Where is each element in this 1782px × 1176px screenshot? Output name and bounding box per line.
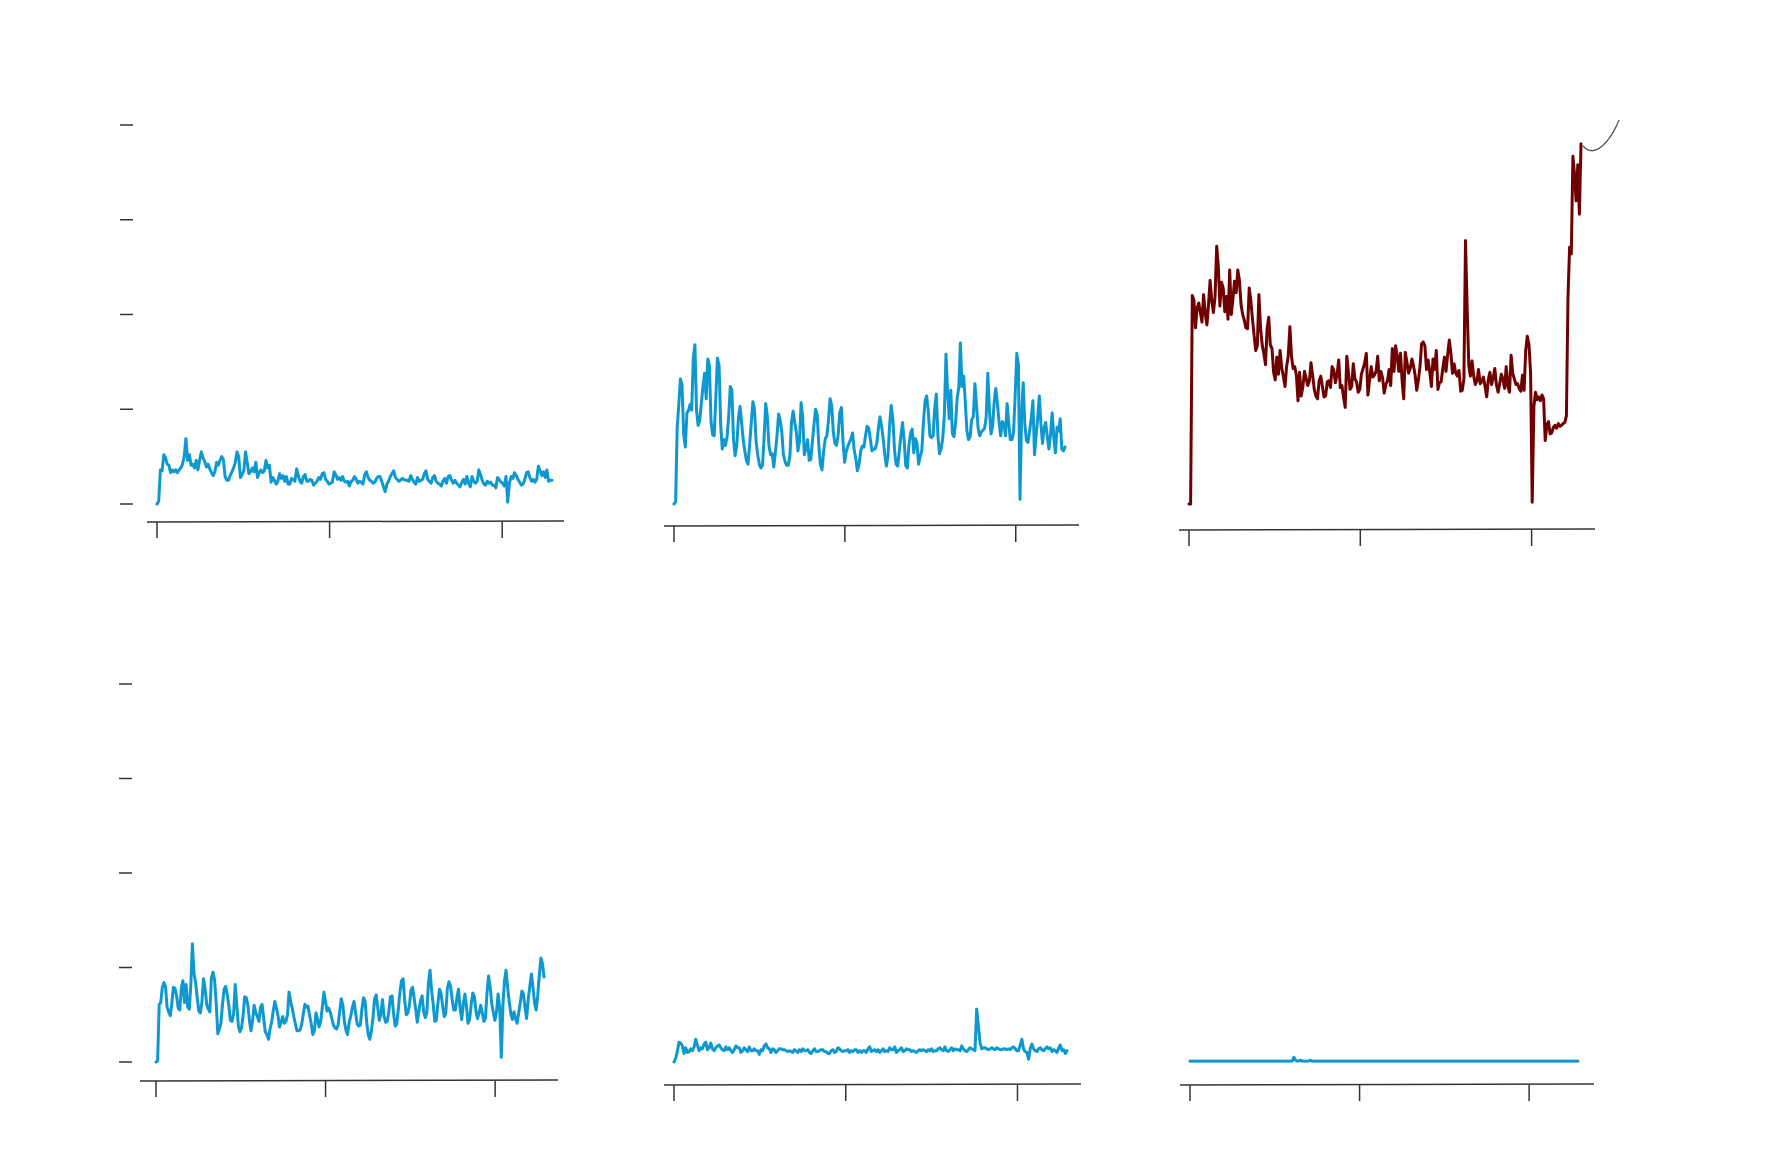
x-axis-line	[146, 520, 565, 523]
x-axis-line	[1179, 1083, 1595, 1086]
series-line-panel-4	[154, 942, 546, 1064]
series-line-panel-3	[1187, 142, 1583, 506]
chart-panel-2	[663, 341, 1080, 542]
x-axis-line	[139, 1079, 559, 1082]
series-line-panel-1	[155, 437, 554, 506]
chart-panel-4	[119, 683, 559, 1097]
series-line-panel-6	[1188, 1055, 1580, 1063]
series-line-panel-2	[672, 341, 1067, 506]
x-axis-line	[1178, 528, 1596, 531]
x-axis-line	[663, 1083, 1082, 1086]
chart-panel-3	[1178, 119, 1620, 546]
chart-panel-5	[663, 1007, 1082, 1101]
chart-panel-1	[120, 124, 565, 538]
chart-panel-6	[1179, 1055, 1595, 1101]
series-line-panel-5	[672, 1007, 1069, 1064]
annotation-curl	[1582, 119, 1620, 152]
x-axis-line	[663, 524, 1080, 527]
